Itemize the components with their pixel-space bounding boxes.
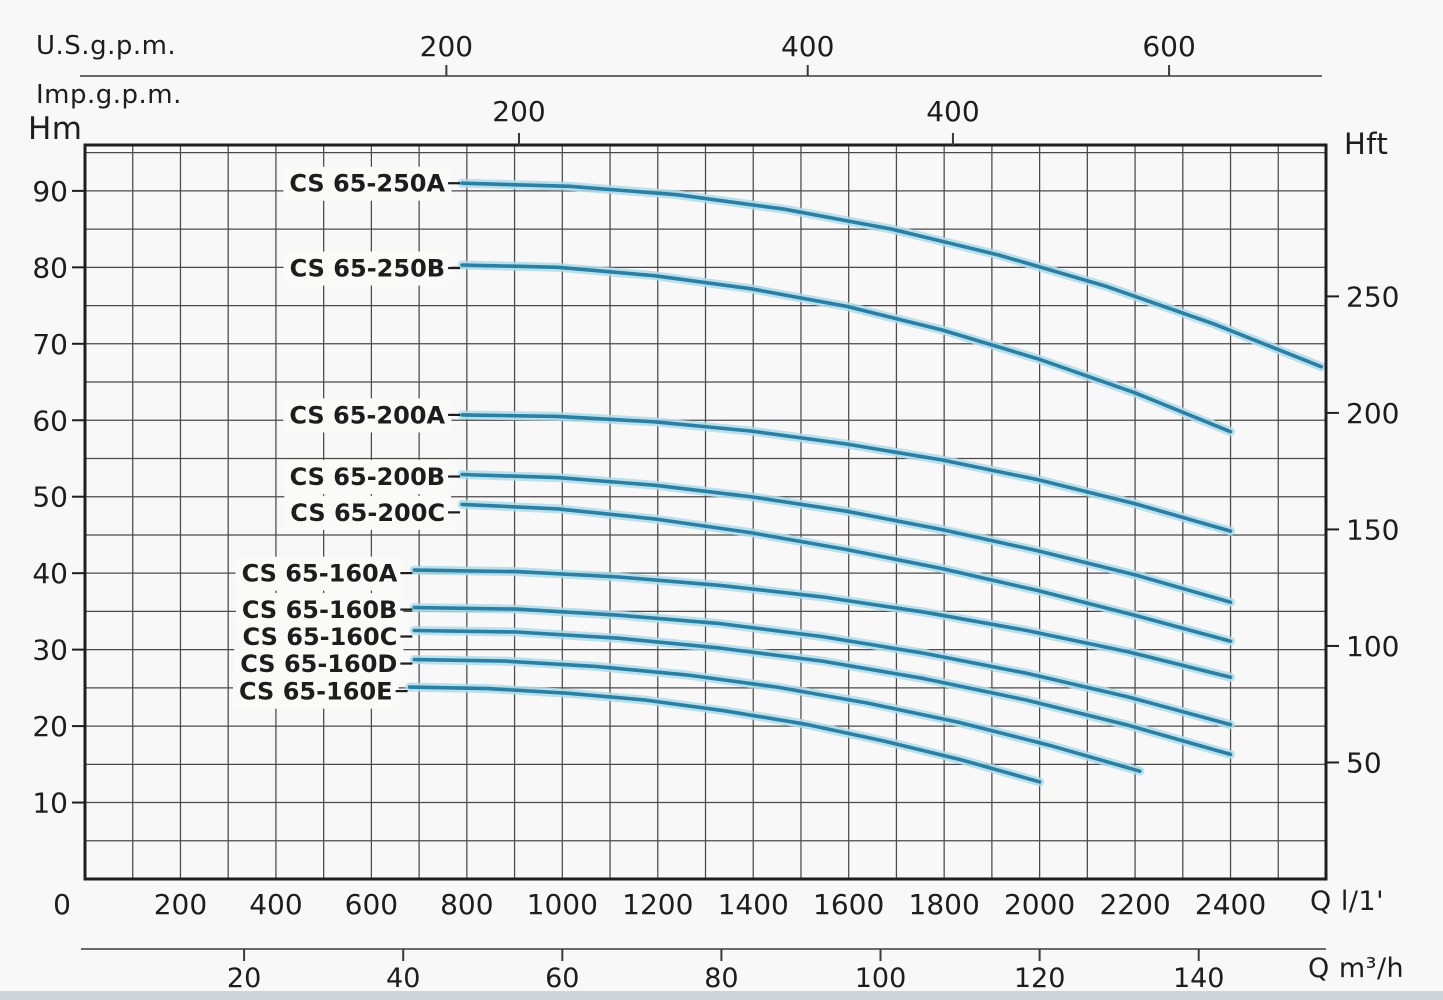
y-right-tick-label: 200 xyxy=(1346,397,1399,430)
curve-label-text: CS 65-160B xyxy=(242,596,397,624)
curve-label-text: CS 65-160C xyxy=(243,623,398,651)
curve-labels: CS 65-250A CS 65-250B CS 65-200A CS 65-200B… xyxy=(233,166,461,709)
curve-label-cs-65-160b: CS 65-160B xyxy=(235,593,413,628)
y-right-tick-label: 250 xyxy=(1346,280,1399,313)
imp-gpm-tick-label: 200 xyxy=(492,95,545,128)
flow-lmin-tick-label: 200 xyxy=(154,888,207,921)
flow-m3h-tick-label: 20 xyxy=(227,963,261,994)
curve-label-bg xyxy=(283,251,452,286)
us-gpm-axis-title: U.S.g.p.m. xyxy=(36,31,177,61)
y-right-tick-label: 50 xyxy=(1346,746,1382,779)
curve-label-cs-65-200c: CS 65-200C xyxy=(284,495,461,530)
flow-lmin-tick-label: 2400 xyxy=(1195,888,1266,921)
curve-label-bg xyxy=(283,460,452,495)
curve-label-bg xyxy=(233,674,399,709)
head-feet-axis-title: Hft xyxy=(1344,127,1389,161)
imp-gpm-axis: 200 400 xyxy=(492,95,980,145)
y-left-tick-label: 60 xyxy=(32,404,68,437)
curve-cs-65-200b xyxy=(460,472,1233,604)
pump-curves xyxy=(405,178,1326,787)
flow-lmin-axis-title: Q l/1' xyxy=(1310,886,1385,917)
flow-m3h-tick-label: 40 xyxy=(386,963,420,994)
curve-cs-65-200c xyxy=(460,502,1233,643)
flow-m3h-tick-label: 60 xyxy=(545,963,579,994)
plot-border xyxy=(83,143,1328,881)
curve-cs-65-250a xyxy=(460,181,1323,369)
y-left-tick-label: 20 xyxy=(32,710,68,743)
curve-label-text: CS 65-250B xyxy=(290,255,445,283)
curve-halo-cs-65-160e xyxy=(405,682,1045,787)
curve-cs-65-160c xyxy=(412,628,1233,757)
curve-cs-65-250b xyxy=(460,263,1233,434)
y-right-axis: 50 100 150 200 250 xyxy=(1326,280,1399,779)
curve-label-cs-65-250a: CS 65-250A xyxy=(283,166,461,201)
imp-gpm-tick-label: 400 xyxy=(926,95,979,128)
flow-m3h-axis-title: Q m³/h xyxy=(1308,953,1405,984)
y-left-tick-label: 30 xyxy=(32,634,68,667)
flow-m3h-axis: 20 40 60 80 100 120 140 xyxy=(81,948,1326,994)
curve-label-text: CS 65-200C xyxy=(290,499,445,527)
flow-lmin-tick-label: 1400 xyxy=(718,888,789,921)
y-left-tick-label: 10 xyxy=(32,787,68,820)
flow-m3h-tick-label: 120 xyxy=(1014,963,1066,994)
flow-lmin-tick-label: 0 xyxy=(53,888,71,921)
flow-lmin-tick-label: 1200 xyxy=(622,888,693,921)
y-left-tick-label: 80 xyxy=(32,251,68,284)
flow-lmin-tick-label: 800 xyxy=(440,888,493,921)
curve-label-text: CS 65-160D xyxy=(240,650,397,678)
us-gpm-tick-label: 200 xyxy=(420,30,473,63)
curve-cs-65-160e xyxy=(407,685,1042,784)
y-left-tick-label: 40 xyxy=(32,557,68,590)
flow-lmin-tick-label: 600 xyxy=(345,888,398,921)
flow-m3h-tick-label: 100 xyxy=(855,963,907,994)
flow-m3h-tick-label: 80 xyxy=(704,963,738,994)
flow-lmin-axis: 0 200 400 600 800 1000 1200 1400 1600 1800 2000 220… xyxy=(53,888,1266,921)
curve-cs-65-160b xyxy=(412,605,1233,727)
curve-label-cs-65-200a: CS 65-200A xyxy=(283,398,461,433)
y-left-tick-label: 90 xyxy=(32,175,68,208)
y-left-tick-label: 50 xyxy=(32,481,68,514)
curve-label-cs-65-160e: CS 65-160E xyxy=(233,674,408,709)
curve-halo-cs-65-250a xyxy=(457,178,1326,372)
us-gpm-axis: 200 400 600 xyxy=(80,30,1322,77)
curve-halo-cs-65-200b xyxy=(457,470,1235,607)
y-left-tick-label: 70 xyxy=(32,328,68,361)
flow-lmin-tick-label: 400 xyxy=(249,888,302,921)
flow-lmin-tick-label: 1800 xyxy=(909,888,980,921)
curve-label-cs-65-200b: CS 65-200B xyxy=(283,460,461,495)
imp-gpm-axis-title: Imp.g.p.m. xyxy=(36,80,182,110)
curve-label-text: CS 65-250A xyxy=(289,170,445,198)
curve-label-text: CS 65-200A xyxy=(289,401,445,429)
curve-label-text: CS 65-160A xyxy=(242,560,398,588)
y-right-tick-label: 100 xyxy=(1346,630,1399,663)
flow-lmin-tick-label: 2000 xyxy=(1004,888,1075,921)
us-gpm-tick-label: 400 xyxy=(781,30,834,63)
curve-label-bg xyxy=(283,166,452,201)
head-meters-axis-title: Hm xyxy=(28,111,83,147)
flow-m3h-tick-label: 140 xyxy=(1173,963,1225,994)
curve-cs-65-160a xyxy=(412,568,1233,679)
curve-label-cs-65-250b: CS 65-250B xyxy=(283,251,461,286)
curve-cs-65-160d xyxy=(412,657,1142,773)
page-bottom-strip xyxy=(0,991,1443,1000)
curve-label-bg xyxy=(284,495,452,530)
us-gpm-tick-label: 600 xyxy=(1142,30,1195,63)
curve-label-bg xyxy=(283,398,452,433)
flow-lmin-tick-label: 1600 xyxy=(813,888,884,921)
curve-label-bg xyxy=(235,556,404,591)
flow-lmin-tick-label: 2200 xyxy=(1099,888,1170,921)
flow-lmin-tick-label: 1000 xyxy=(527,888,598,921)
y-left-axis: 10 20 30 40 50 60 70 80 90 xyxy=(32,175,85,820)
curve-label-text: CS 65-160E xyxy=(239,678,393,706)
curve-label-text: CS 65-200B xyxy=(290,463,445,491)
y-right-tick-label: 150 xyxy=(1346,513,1399,546)
curve-label-cs-65-160a: CS 65-160A xyxy=(235,556,413,591)
curve-cs-65-200a xyxy=(460,413,1233,533)
